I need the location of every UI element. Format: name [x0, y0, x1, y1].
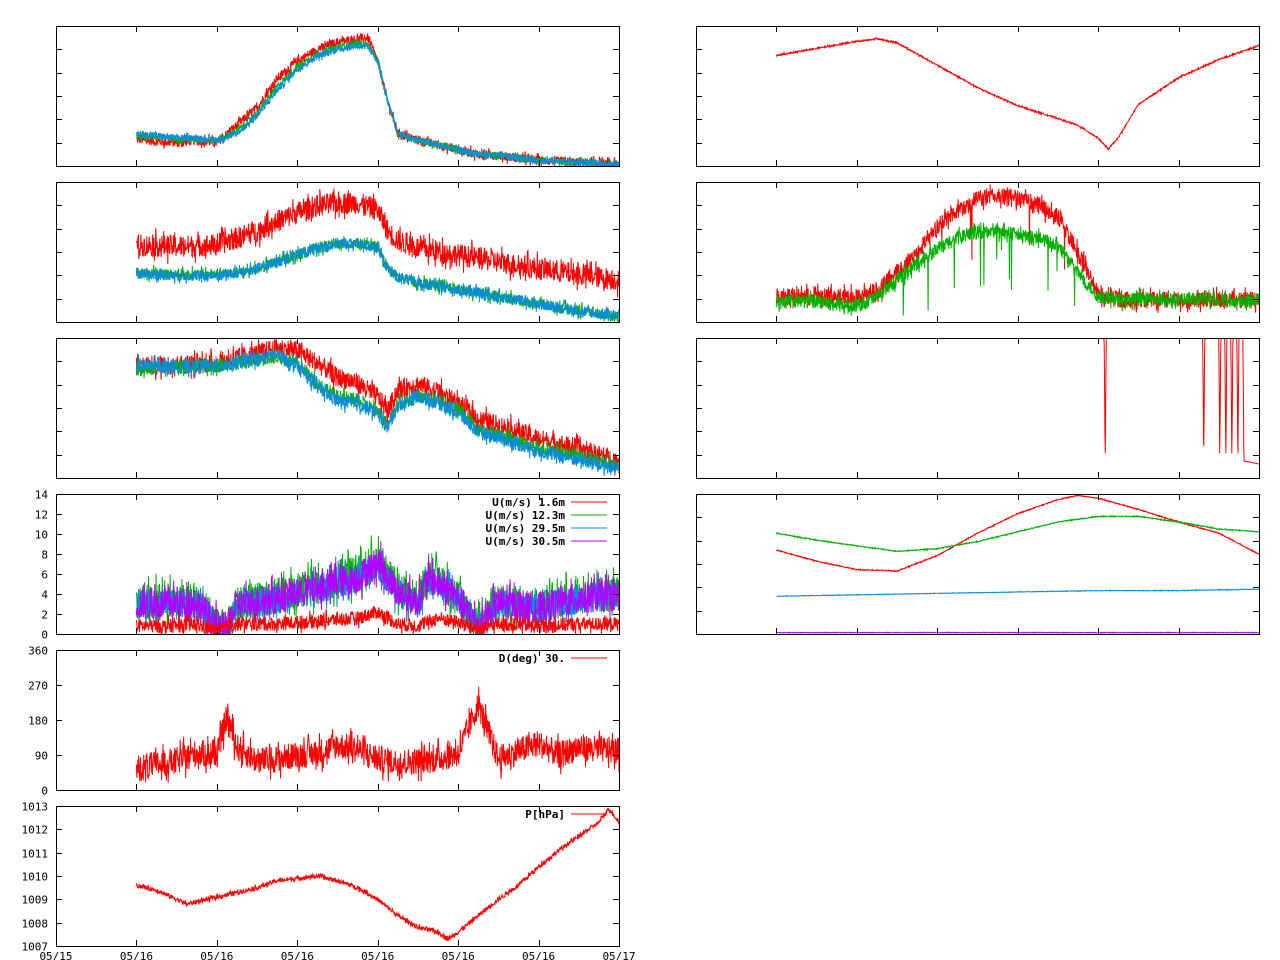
legend-label: U(m/s) 29.5m: [486, 522, 566, 535]
y-tick-label: 0: [41, 785, 48, 798]
series-group: [135, 808, 619, 942]
series-line-blue: [135, 348, 619, 477]
y-tick-label: 14: [35, 489, 49, 502]
chart-panel-right-1: [696, 26, 1260, 167]
y-tick-label: 8: [41, 549, 48, 562]
legend-label: U(m/s) 30.5m: [486, 535, 566, 548]
y-tick-label: 270: [28, 680, 48, 693]
time-axis-labels: 05/1520:0005/1600:0005/1604:0005/1608:00…: [39, 950, 635, 960]
series-line-blue: [135, 237, 619, 322]
y-tick-label: 1010: [22, 871, 49, 884]
y-tick-label: 360: [28, 645, 48, 658]
y-tick-label: 12: [35, 509, 48, 522]
y-tick-label: 1008: [22, 918, 49, 931]
y-tick-label: 1012: [22, 824, 49, 837]
series-group: [135, 535, 619, 634]
y-tick-label: 0: [41, 629, 48, 642]
series-line-red: [135, 606, 619, 634]
series-group: [776, 338, 1259, 465]
time-tick-label: 05/16: [120, 950, 153, 960]
time-tick-label: 05/15: [39, 950, 72, 960]
chart-panel-left-6: 1007 1008 1009 1010 1011 1012 1013 P[hPa]: [22, 801, 620, 954]
series-line-blue: [135, 41, 619, 166]
series-line-red: [135, 188, 619, 298]
legend-label: P[hPa]: [525, 808, 565, 821]
series-group: [775, 494, 1259, 634]
y-tick-label: 2: [41, 609, 48, 622]
y-tick-label: 1007: [22, 941, 49, 954]
plot-frame: [56, 494, 620, 635]
plot-frame: [56, 806, 620, 947]
series-line-purple: [135, 541, 619, 634]
plot-frame: [696, 494, 1260, 635]
y-tick-label: 90: [35, 750, 48, 763]
chart-panel-left-2: [56, 182, 620, 323]
series-group: [135, 32, 619, 166]
series-group: [135, 188, 619, 322]
series-group: [775, 37, 1259, 151]
chart-panel-right-3: [696, 338, 1260, 479]
series-line-blue: [776, 588, 1259, 598]
chart-panel-right-2: [696, 182, 1260, 323]
time-tick-label: 05/16: [281, 950, 314, 960]
series-line-purple: [776, 631, 1259, 634]
series-line-red: [135, 686, 619, 783]
time-tick-label: 05/16: [361, 950, 394, 960]
series-group: [135, 686, 619, 783]
chart-panel-left-1: [56, 26, 620, 167]
chart-panel-right-4: [696, 494, 1260, 635]
y-tick-label: 1013: [22, 801, 49, 814]
legend-label: U(m/s) 1.6m: [492, 496, 565, 509]
legend-label: D(deg) 30.: [499, 652, 565, 665]
time-tick-label: 05/16: [522, 950, 555, 960]
time-tick-label: 05/16: [442, 950, 475, 960]
y-tick-label: 6: [41, 569, 48, 582]
series-line-red: [775, 184, 1259, 313]
y-tick-label: 180: [28, 715, 48, 728]
y-tick-label: 10: [35, 529, 48, 542]
series-line-green: [775, 514, 1259, 553]
chart-panel-left-5: 0 90 180 270 360 D(deg) 30.: [28, 645, 620, 798]
y-tick-label: 1011: [22, 848, 49, 861]
time-tick-label: 05/17: [602, 950, 635, 960]
chart-panel-left-3: [56, 338, 620, 479]
series-line-red: [136, 32, 619, 166]
plot-frame: [696, 26, 1260, 167]
series-line-green: [775, 222, 1259, 316]
time-tick-label: 05/16: [200, 950, 233, 960]
series-group: [135, 338, 619, 477]
plot-frame: [696, 338, 1260, 479]
series-group: [775, 184, 1259, 316]
series-line-red: [776, 338, 1259, 465]
legend-label: U(m/s) 12.3m: [486, 509, 566, 522]
y-tick-label: 4: [41, 589, 48, 602]
y-tick-label: 1009: [22, 894, 49, 907]
series-line-red: [135, 808, 619, 942]
series-line-red: [776, 494, 1259, 573]
series-line-green: [136, 39, 619, 166]
plot-frame: [56, 338, 620, 479]
series-line-red: [775, 37, 1259, 151]
